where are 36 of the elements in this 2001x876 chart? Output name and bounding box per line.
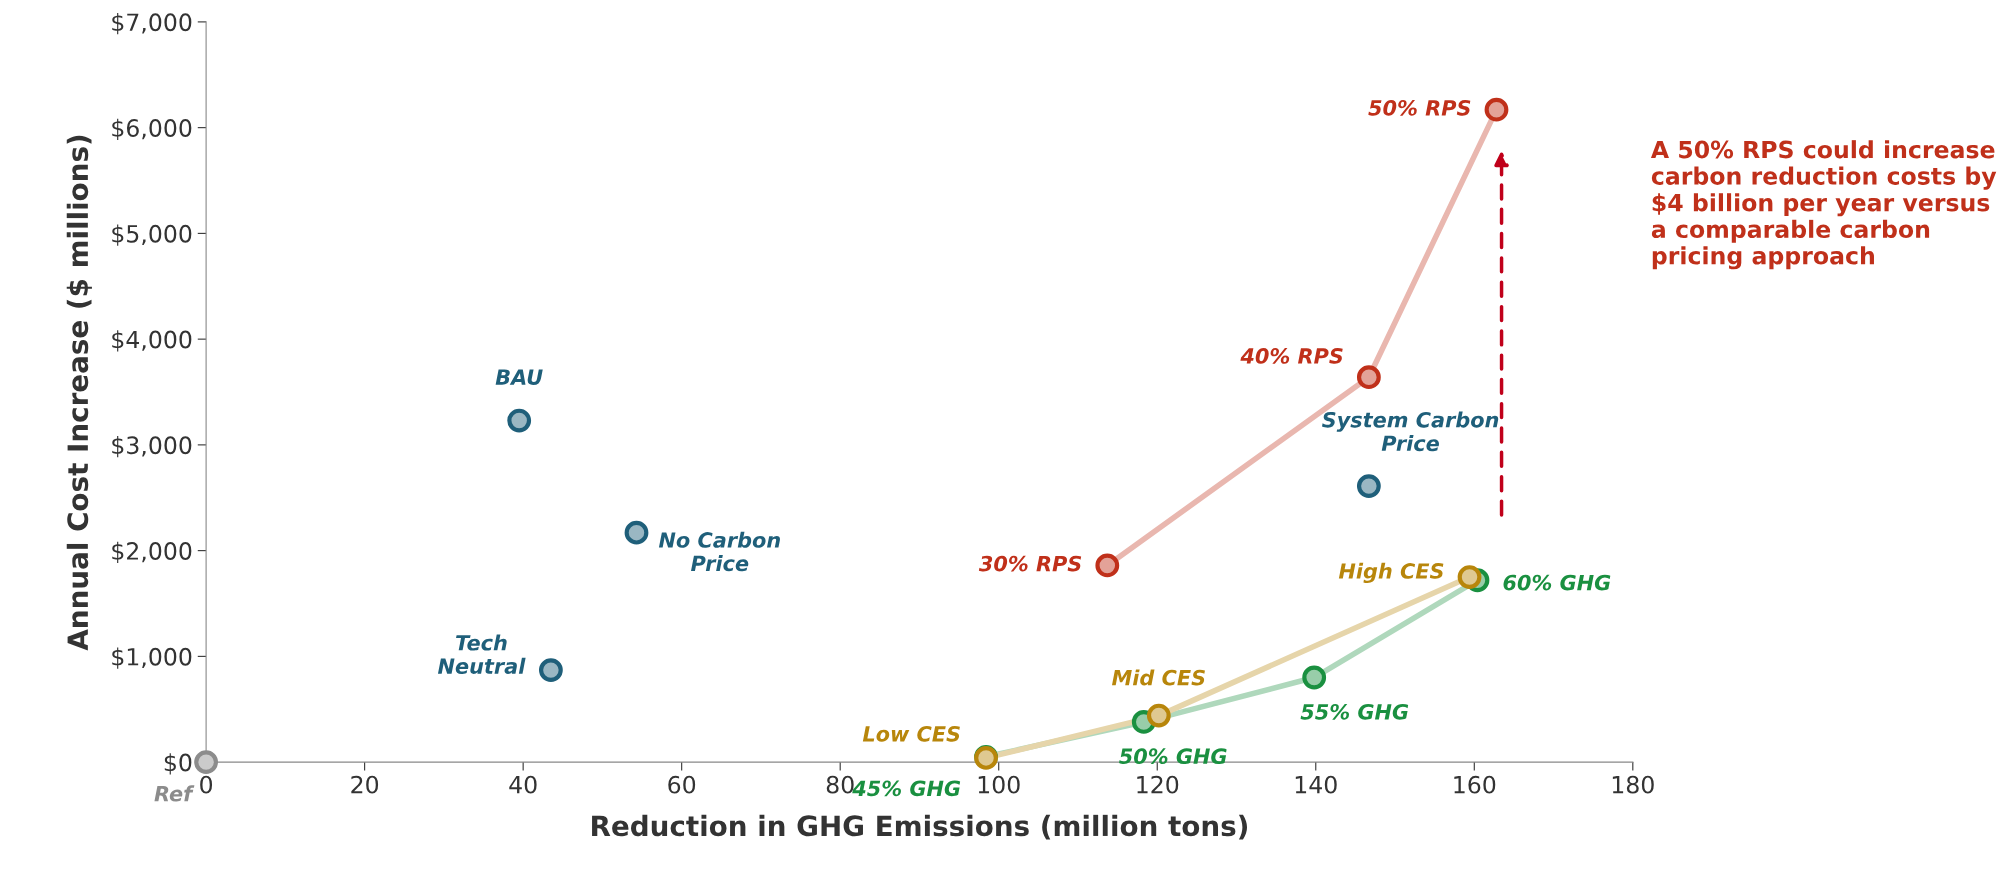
x-tick-label: 20 (351, 775, 379, 794)
x-tick-label: 160 (1454, 775, 1496, 794)
x-tick-label: 60 (668, 775, 696, 794)
x-tick-label: 180 (1612, 775, 1654, 794)
y-tick-label: $0 (164, 753, 192, 775)
text: A 50% RPS could increase carbon reduction costs by $4 billion per year versus a comparable carbon pricing approach (1650, 140, 1997, 270)
annotation: 60% GHG (1503, 574, 1611, 591)
y-tick-label: $6,000 (112, 118, 192, 141)
y-axis-title: Annual Cost Increase ($ millions) (66, 135, 92, 651)
annotation: 40% RPS (1240, 348, 1343, 364)
y-tick-label: $4,000 (112, 330, 192, 352)
x-tick-label: 120 (1137, 775, 1179, 794)
x-tick-label: 0 (200, 775, 213, 794)
annotation: 30% RPS (978, 555, 1082, 572)
annotation: 50% GHG (1119, 748, 1227, 765)
annotation: Mid CES (1111, 669, 1205, 686)
annotation: No Carbon Price (658, 531, 780, 572)
annotation: 45% GHG (852, 780, 961, 797)
y-tick-label: $3,000 (112, 435, 192, 458)
x-tick-label: 80 (826, 775, 854, 794)
annotation: High CES (1338, 562, 1444, 584)
annotation: 50% RPS (1368, 99, 1471, 116)
annotation: 55% GHG (1300, 703, 1409, 720)
annotation: System Carbon Price (1322, 411, 1499, 452)
annotation: Tech Neutral (437, 634, 526, 674)
x-tick-label: 140 (1295, 775, 1337, 794)
y-tick-label: $1,000 (112, 647, 192, 669)
y-tick-label: $5,000 (112, 224, 192, 246)
y-tick-label: $7,000 (112, 12, 192, 35)
annotation: BAU (495, 369, 543, 385)
x-tick-label: 40 (509, 775, 537, 794)
x-tick-label: 100 (978, 775, 1020, 794)
annotation: Ref (154, 785, 195, 802)
y-tick-label: $2,000 (112, 541, 192, 564)
annotation: Low CES (862, 725, 960, 742)
x-axis-title: Reduction in GHG Emissions (million tons) (592, 814, 1248, 840)
